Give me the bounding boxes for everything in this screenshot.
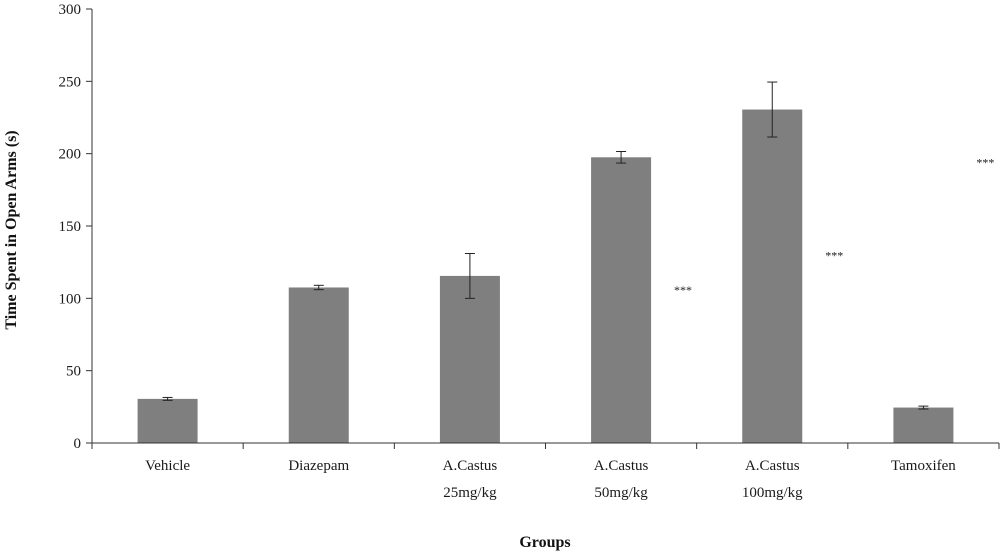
- x-category-label: 50mg/kg: [594, 485, 648, 501]
- x-category-label: 100mg/kg: [742, 485, 803, 501]
- y-tick-label: 300: [59, 2, 82, 18]
- x-axis-title: Groups: [519, 534, 570, 551]
- bar: [742, 109, 803, 443]
- error-bar: [918, 405, 929, 410]
- axes-group: [91, 9, 999, 444]
- error-bar: [616, 150, 627, 164]
- bar: [439, 275, 500, 443]
- bar: [288, 287, 349, 443]
- y-tick-label: 250: [59, 74, 82, 90]
- x-category-label: Vehicle: [145, 458, 190, 474]
- x-category-label: A.Castus: [594, 458, 649, 474]
- y-ticks-group: 0 50 100 150 200 250 300: [59, 2, 92, 452]
- annotations-group: *** *** ***: [674, 156, 994, 297]
- significance-marker: ***: [976, 156, 994, 170]
- error-bar: [162, 396, 173, 401]
- error-bars-group: [162, 81, 929, 410]
- error-bar: [313, 284, 324, 291]
- y-axis-title: Time Spent in Open Arms (s): [3, 130, 20, 329]
- bar: [893, 407, 954, 443]
- error-bar: [464, 252, 475, 299]
- x-ticks-group: Vehicle Diazepam A.Castus 25mg/kg A.Castus 50…: [91, 443, 1000, 501]
- y-tick-label: 200: [59, 147, 82, 163]
- y-tick-label: 150: [59, 219, 82, 235]
- error-bar: [767, 81, 778, 138]
- x-category-label: Tamoxifen: [891, 458, 956, 474]
- bars-group: [137, 109, 954, 444]
- y-tick-label: 100: [59, 291, 82, 307]
- y-tick-label: 0: [74, 436, 82, 452]
- x-category-label: 25mg/kg: [443, 485, 497, 501]
- x-category-label: A.Castus: [745, 458, 800, 474]
- x-category-label: Diazepam: [288, 458, 349, 474]
- significance-marker: ***: [825, 248, 843, 262]
- bar: [591, 157, 652, 444]
- bar: [137, 398, 198, 443]
- x-category-label: A.Castus: [443, 458, 498, 474]
- y-tick-label: 50: [66, 364, 81, 380]
- significance-marker: ***: [674, 283, 692, 297]
